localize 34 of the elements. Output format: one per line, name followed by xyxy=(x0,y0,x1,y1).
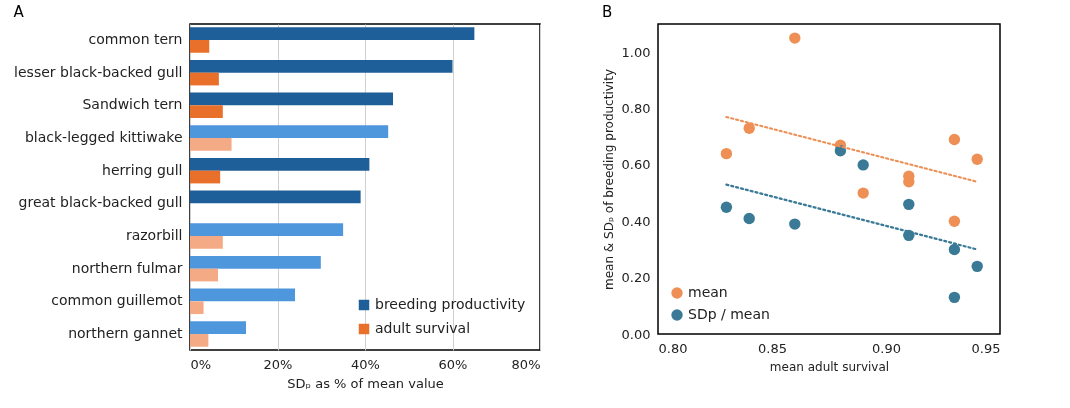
y-tick-label: great black-backed gull xyxy=(18,194,183,211)
x-tick-label: 80% xyxy=(511,356,541,372)
x-tick-label: 0.85 xyxy=(758,340,787,356)
legend-label: adult survival xyxy=(375,320,471,336)
y-axis-title: mean & SDₚ of breeding productivity xyxy=(601,69,616,290)
x-tick-label: 40% xyxy=(351,356,380,372)
y-tick-label: 1.00 xyxy=(621,44,651,60)
legend-label: SDp / mean xyxy=(688,306,770,322)
x-tick-label: 20% xyxy=(263,356,293,372)
y-tick-label: black-legged kittiwake xyxy=(24,129,183,145)
y-tick-label: lesser black-backed gull xyxy=(14,63,183,80)
y-tick-label: northern fulmar xyxy=(71,259,183,276)
x-tick-label: 0.80 xyxy=(658,340,688,356)
y-tick-label: herring gull xyxy=(102,161,183,178)
x-axis-title: mean adult survival xyxy=(769,359,890,374)
x-tick-label: 60% xyxy=(438,356,468,372)
y-tick-label: 0.20 xyxy=(621,270,651,286)
y-tick-label: Sandwich tern xyxy=(82,96,183,113)
legend-label: mean xyxy=(688,284,728,300)
x-tick-label: 0.95 xyxy=(971,340,1001,356)
y-tick-label: 0.40 xyxy=(621,213,651,229)
legend-label: breeding productivity xyxy=(375,296,526,312)
x-axis-title: SDₚ as % of mean value xyxy=(287,375,444,391)
y-tick-label: common guillemot xyxy=(51,292,183,309)
y-tick-label: 0.80 xyxy=(621,101,651,117)
y-tick-label: northern gannet xyxy=(68,324,183,341)
y-tick-label: razorbill xyxy=(125,227,183,243)
x-tick-label: 0% xyxy=(190,356,212,372)
text: A xyxy=(13,3,25,21)
y-tick-label: 0.00 xyxy=(621,326,651,342)
chart-title: B xyxy=(602,3,613,21)
y-tick-label: 0.60 xyxy=(621,157,651,173)
x-tick-label: 0.90 xyxy=(872,340,901,356)
y-tick-label: common tern xyxy=(88,31,183,48)
